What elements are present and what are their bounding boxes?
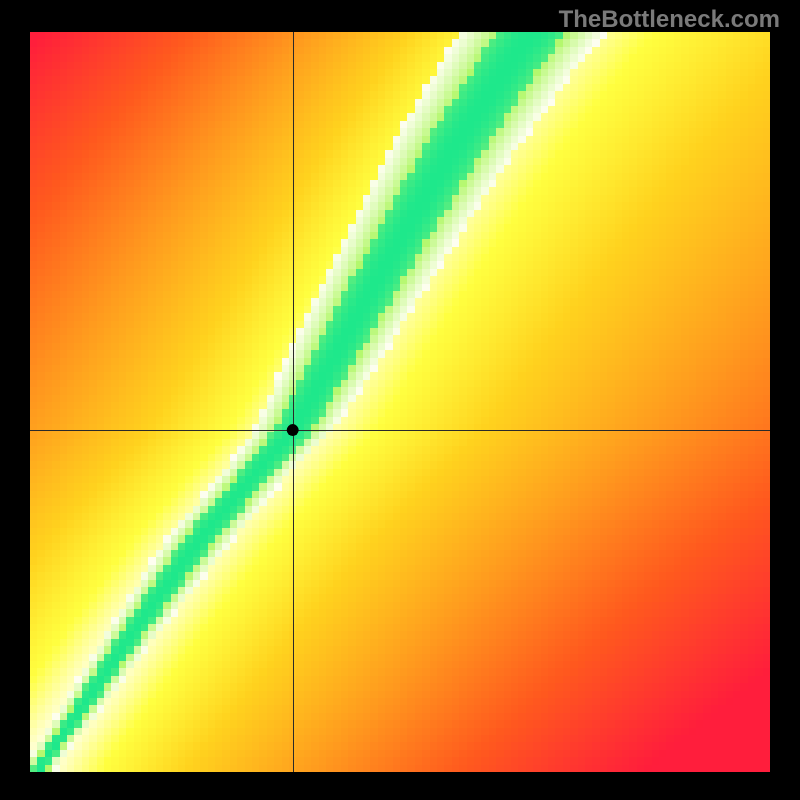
plot-area: [30, 32, 770, 772]
chart-container: TheBottleneck.com: [0, 0, 800, 800]
bottleneck-heatmap: [30, 32, 770, 772]
watermark-label: TheBottleneck.com: [559, 6, 780, 34]
